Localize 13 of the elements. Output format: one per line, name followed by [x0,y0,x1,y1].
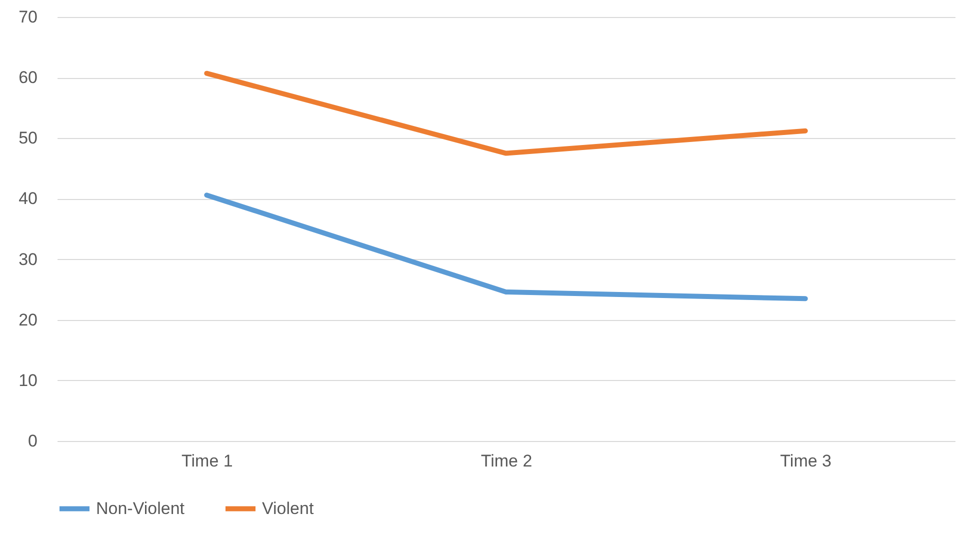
y-tick-label: 30 [18,250,38,269]
legend-label: Violent [262,498,314,518]
y-tick-label: 40 [18,189,38,208]
x-tick-label: Time 1 [182,452,233,470]
y-tick-label: 20 [18,310,38,330]
y-tick-label: 70 [18,8,38,26]
y-tick-label: 50 [18,128,38,148]
y-tick-label: 60 [18,68,38,88]
y-tick-label: 0 [28,432,38,450]
legend-label: Non-Violent [96,498,185,518]
x-tick-label: Time 3 [780,452,832,470]
x-tick-label: Time 2 [480,452,532,470]
y-tick-label: 10 [18,370,38,390]
